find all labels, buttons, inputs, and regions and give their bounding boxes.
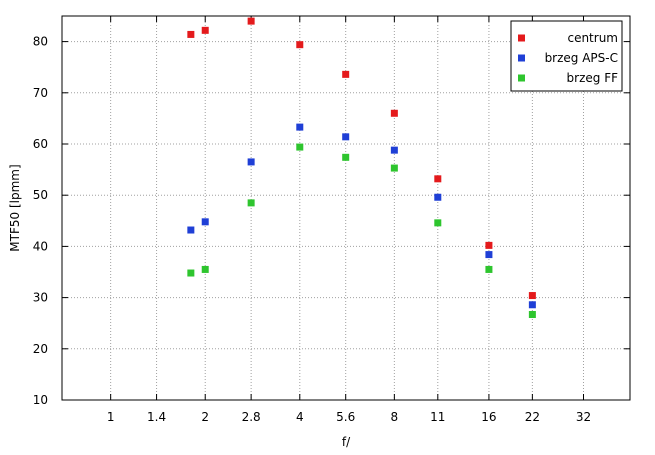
- point-series-0: [342, 70, 350, 78]
- legend: centrum brzeg APS-C brzeg FF: [510, 20, 623, 92]
- x-tick-label: 22: [525, 410, 540, 424]
- point-series-0: [485, 241, 493, 249]
- y-tick-label: 60: [33, 137, 48, 151]
- legend-label: brzeg FF: [567, 71, 619, 85]
- point-series-1: [187, 226, 195, 234]
- y-tick-label: 80: [33, 35, 48, 49]
- point-series-2: [342, 153, 350, 161]
- point-series-0: [201, 26, 209, 34]
- point-series-1: [296, 123, 304, 131]
- legend-swatch: [518, 54, 525, 62]
- y-axis-label: MTF50 [lpmm]: [8, 164, 22, 251]
- x-tick-label: 8: [391, 410, 399, 424]
- point-series-2: [434, 219, 442, 227]
- point-series-2: [187, 269, 195, 277]
- x-tick-label: 2: [201, 410, 209, 424]
- y-tick-label: 10: [33, 393, 48, 407]
- x-tick-label: 16: [481, 410, 496, 424]
- point-series-1: [434, 193, 442, 201]
- y-tick-label: 30: [33, 291, 48, 305]
- legend-box: [510, 20, 623, 92]
- point-series-1: [390, 146, 398, 154]
- legend-label: brzeg APS-C: [545, 51, 618, 65]
- x-tick-label: 32: [576, 410, 591, 424]
- point-series-2: [296, 143, 304, 151]
- x-tick-label: 2.8: [242, 410, 261, 424]
- y-tick-label: 40: [33, 239, 48, 253]
- point-series-1: [528, 301, 536, 309]
- point-series-2: [528, 310, 536, 318]
- axes: 1 1.4 2 2.8 4 5.6 8 11 16 22 32 10 20 30 40 50 60 70 80: [33, 16, 630, 424]
- point-series-2: [485, 265, 493, 273]
- x-axis-label: f/: [342, 435, 351, 449]
- x-tick-label: 4: [296, 410, 304, 424]
- x-tick-label: 1: [107, 410, 115, 424]
- legend-label: centrum: [567, 31, 618, 45]
- point-series-2: [201, 265, 209, 273]
- point-series-2: [390, 164, 398, 172]
- x-tick-label: 5.6: [336, 410, 355, 424]
- point-series-1: [485, 251, 493, 259]
- x-tick-label: 1.4: [147, 410, 166, 424]
- point-series-1: [201, 218, 209, 226]
- point-series-0: [434, 175, 442, 183]
- x-tick-label: 11: [430, 410, 445, 424]
- point-series-0: [187, 30, 195, 38]
- y-tick-label: 70: [33, 86, 48, 100]
- point-series-0: [296, 41, 304, 49]
- point-series-0: [390, 109, 398, 117]
- point-series-2: [247, 199, 255, 207]
- y-tick-label: 20: [33, 342, 48, 356]
- point-series-1: [247, 158, 255, 166]
- y-tick-label: 50: [33, 188, 48, 202]
- legend-swatch: [518, 34, 525, 42]
- data-points: [187, 17, 536, 318]
- point-series-0: [528, 292, 536, 300]
- legend-swatch: [518, 74, 525, 82]
- point-series-0: [247, 17, 255, 25]
- point-series-1: [342, 133, 350, 141]
